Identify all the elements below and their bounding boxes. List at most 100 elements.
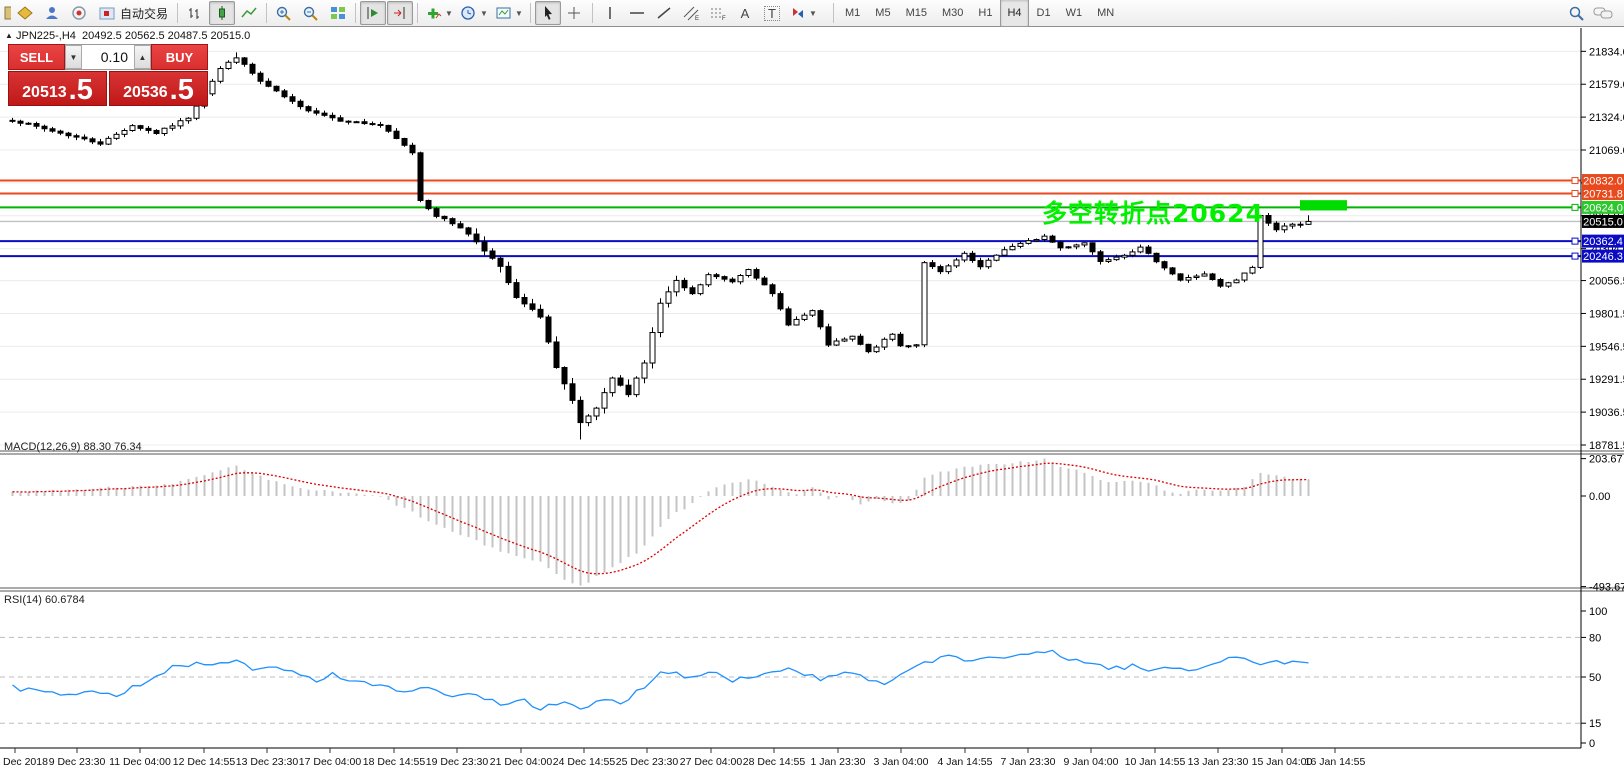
timeframe-h1[interactable]: H1 bbox=[978, 7, 993, 19]
svg-text:18781.5: 18781.5 bbox=[1589, 440, 1624, 452]
line-chart-icon[interactable] bbox=[236, 1, 262, 25]
symbol-title: JPN225-,H4 bbox=[15, 30, 76, 42]
dropdown-arrow-icon[interactable]: ▼ bbox=[480, 8, 488, 18]
toolbar-separator bbox=[355, 3, 357, 23]
svg-text:100: 100 bbox=[1589, 606, 1607, 618]
horizontal-line-icon[interactable] bbox=[624, 1, 650, 25]
data-center-icon[interactable] bbox=[66, 1, 92, 25]
chart-ohlc-title: ▲ JPN225-,H4 20492.5 20562.5 20487.5 205… bbox=[5, 30, 250, 42]
svg-text:E: E bbox=[695, 16, 699, 21]
svg-text:27 Dec 04:00: 27 Dec 04:00 bbox=[680, 756, 743, 768]
indicators-icon[interactable]: ▼ bbox=[422, 1, 456, 25]
svg-text:11 Dec 04:00: 11 Dec 04:00 bbox=[109, 756, 171, 768]
bar-chart-icon[interactable] bbox=[182, 1, 208, 25]
text-label-icon[interactable]: T bbox=[759, 1, 785, 25]
ohlc-values: 20492.5 20562.5 20487.5 20515.0 bbox=[82, 30, 251, 42]
chat-icon[interactable] bbox=[1590, 1, 1616, 25]
toolbar-separator bbox=[266, 3, 268, 23]
sell-button[interactable]: SELL bbox=[8, 44, 65, 70]
navigator-icon[interactable] bbox=[39, 1, 65, 25]
auto-scroll-icon[interactable] bbox=[360, 1, 387, 25]
buy-price-panel[interactable]: 20536 .5 bbox=[109, 71, 208, 106]
timeframe-d1[interactable]: D1 bbox=[1036, 7, 1051, 19]
sell-price-small: 20513 bbox=[22, 84, 67, 101]
svg-text:-493.67: -493.67 bbox=[1589, 582, 1624, 594]
market-watch-icon[interactable] bbox=[12, 1, 38, 25]
svg-text:13 Jan 23:30: 13 Jan 23:30 bbox=[1188, 756, 1249, 768]
svg-text:21324.0: 21324.0 bbox=[1589, 112, 1624, 124]
text-tool-icon[interactable]: A bbox=[740, 5, 750, 21]
svg-text:18 Dec 14:55: 18 Dec 14:55 bbox=[363, 756, 426, 768]
macd-signal-value: 76.34 bbox=[114, 441, 142, 453]
timeframe-mn[interactable]: MN bbox=[1097, 7, 1115, 19]
zoom-in-icon[interactable] bbox=[271, 1, 297, 25]
svg-text:3 Jan 04:00: 3 Jan 04:00 bbox=[874, 756, 929, 768]
sell-price-panel[interactable]: 20513 .5 bbox=[8, 71, 107, 106]
templates-icon[interactable]: ▼ bbox=[492, 1, 526, 25]
toolbar-separator bbox=[177, 3, 179, 23]
timeframe-m30[interactable]: M30 bbox=[941, 7, 964, 19]
dropdown-arrow-icon[interactable]: ▼ bbox=[515, 8, 523, 18]
svg-text:Dec 2018: Dec 2018 bbox=[3, 756, 48, 768]
trendline-icon[interactable] bbox=[651, 1, 677, 25]
toolbar-separator bbox=[530, 3, 532, 23]
buy-button[interactable]: BUY bbox=[151, 44, 208, 70]
sell-price-big: .5 bbox=[68, 74, 93, 107]
new-order-icon[interactable] bbox=[2, 4, 11, 22]
svg-text:7 Jan 23:30: 7 Jan 23:30 bbox=[1001, 756, 1056, 768]
vertical-line-icon[interactable] bbox=[597, 1, 623, 25]
macd-main-value: 88.30 bbox=[83, 441, 112, 453]
svg-text:20832.0: 20832.0 bbox=[1583, 176, 1623, 188]
svg-text:20515.0: 20515.0 bbox=[1583, 216, 1623, 228]
dropdown-arrow-icon[interactable]: ▼ bbox=[445, 8, 453, 18]
volume-input[interactable] bbox=[82, 45, 134, 69]
svg-text:20362.4: 20362.4 bbox=[1583, 236, 1623, 248]
svg-text:28 Dec 14:55: 28 Dec 14:55 bbox=[743, 756, 806, 768]
svg-text:19291.5: 19291.5 bbox=[1589, 374, 1624, 386]
timeframe-w1[interactable]: W1 bbox=[1065, 7, 1083, 19]
equidistant-channel-icon[interactable]: E bbox=[678, 1, 704, 25]
svg-text:13 Dec 23:30: 13 Dec 23:30 bbox=[236, 756, 299, 768]
timeframe-m5[interactable]: M5 bbox=[875, 7, 891, 19]
autotrading-label: 自动交易 bbox=[120, 6, 169, 21]
svg-text:17 Dec 04:00: 17 Dec 04:00 bbox=[299, 756, 362, 768]
svg-text:15: 15 bbox=[1589, 718, 1601, 730]
svg-text:24 Dec 14:55: 24 Dec 14:55 bbox=[553, 756, 616, 768]
fibonacci-icon[interactable]: F bbox=[705, 1, 731, 25]
timeframe-m15[interactable]: M15 bbox=[905, 7, 927, 19]
green-zone-rectangle[interactable] bbox=[1300, 200, 1347, 211]
svg-text:21 Dec 04:00: 21 Dec 04:00 bbox=[490, 756, 553, 768]
candlestick-chart-icon[interactable] bbox=[209, 1, 236, 25]
svg-text:25 Dec 23:30: 25 Dec 23:30 bbox=[616, 756, 679, 768]
tile-windows-icon[interactable] bbox=[325, 1, 351, 25]
dropdown-arrow-icon[interactable]: ▼ bbox=[809, 8, 817, 18]
svg-text:15 Jan 04:00: 15 Jan 04:00 bbox=[1252, 756, 1313, 768]
candlestick-series bbox=[9, 52, 1312, 440]
svg-text:0.00: 0.00 bbox=[1589, 491, 1610, 503]
cursor-icon[interactable] bbox=[535, 1, 562, 25]
arrows-tool-icon[interactable]: ▼ bbox=[786, 1, 820, 25]
timeframe-m1[interactable]: M1 bbox=[845, 7, 861, 19]
chart-shift-icon[interactable] bbox=[387, 1, 414, 25]
date-axis: Dec 2018 9 Dec 23:30 11 Dec 04:00 12 Dec 14… bbox=[3, 748, 1366, 768]
zoom-out-icon[interactable] bbox=[298, 1, 324, 25]
toolbar-separator bbox=[417, 3, 419, 23]
svg-text:9 Jan 04:00: 9 Jan 04:00 bbox=[1064, 756, 1119, 768]
price-axis-labels: 21834.021579.021324.021069.020814.020559… bbox=[1581, 46, 1624, 452]
toolbar-separator bbox=[833, 3, 835, 23]
autotrading-button[interactable]: 自动交易 bbox=[93, 1, 173, 25]
search-icon[interactable] bbox=[1564, 1, 1590, 25]
svg-text:F: F bbox=[722, 16, 726, 21]
crosshair-icon[interactable] bbox=[562, 1, 588, 25]
panel-frame bbox=[0, 28, 1624, 749]
buy-price-small: 20536 bbox=[123, 84, 168, 101]
volume-decrease-button[interactable]: ▼ bbox=[65, 45, 82, 69]
timeframe-h4[interactable]: H4 bbox=[1000, 0, 1029, 27]
volume-increase-button[interactable]: ▲ bbox=[134, 45, 151, 69]
symbol-triangle-icon: ▲ bbox=[5, 31, 13, 40]
periods-icon[interactable]: ▼ bbox=[457, 1, 491, 25]
svg-text:10 Jan 14:55: 10 Jan 14:55 bbox=[1125, 756, 1186, 768]
svg-text:19546.5: 19546.5 bbox=[1589, 341, 1624, 353]
